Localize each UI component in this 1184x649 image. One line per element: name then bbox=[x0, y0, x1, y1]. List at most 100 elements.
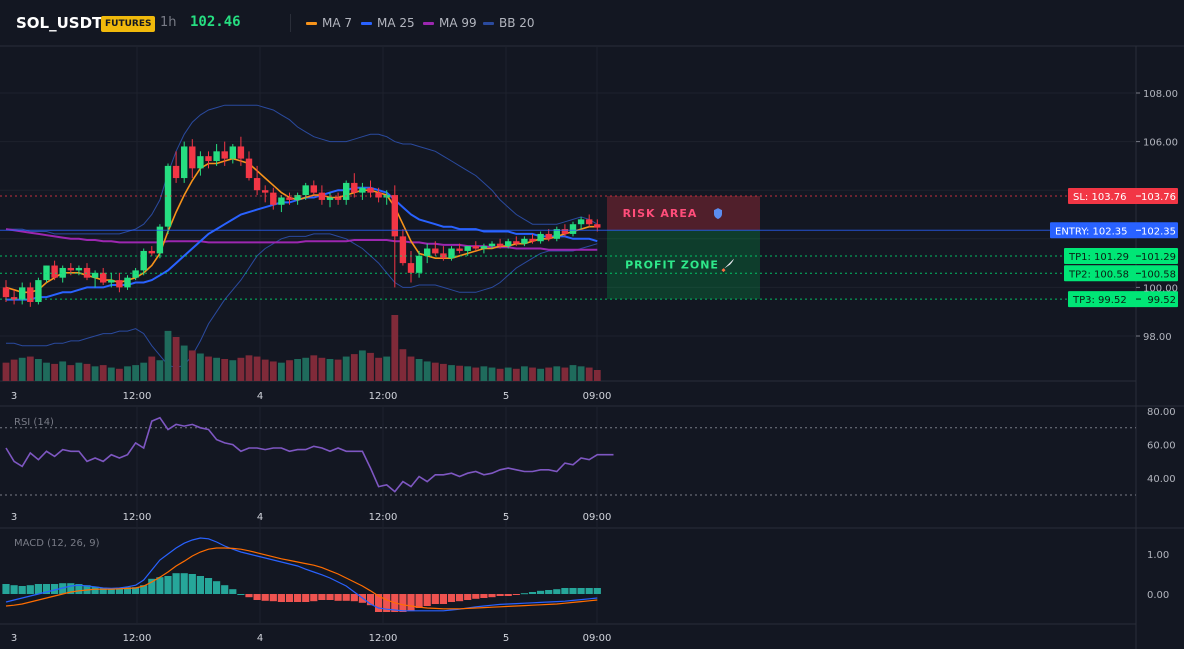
macd-histogram-bar bbox=[229, 589, 237, 594]
candle-body bbox=[253, 178, 261, 191]
volume-bar bbox=[302, 357, 310, 381]
candle-body bbox=[197, 156, 204, 169]
candle-body bbox=[480, 246, 488, 249]
header-divider bbox=[290, 14, 291, 32]
candle-body bbox=[148, 250, 155, 254]
bollinger-bands bbox=[6, 104, 598, 369]
candle-body bbox=[213, 151, 220, 162]
macd-histogram-bar bbox=[342, 594, 350, 601]
volume-bar bbox=[253, 356, 261, 381]
time-axis-label: 5 bbox=[503, 512, 509, 523]
candle-body bbox=[181, 146, 188, 179]
candle-body bbox=[172, 165, 180, 179]
macd-histogram-bar bbox=[156, 577, 164, 594]
candle-body bbox=[35, 280, 42, 302]
macd-histogram-bar bbox=[107, 588, 115, 594]
macd-histogram-bar bbox=[10, 585, 18, 594]
rsi-axis-label: 60.00 bbox=[1147, 441, 1176, 452]
candle-body bbox=[91, 272, 99, 278]
macd-histogram-bar bbox=[537, 590, 545, 594]
volume-bar bbox=[2, 362, 10, 381]
time-axis-label: 12:00 bbox=[369, 391, 398, 402]
macd-histogram-bar bbox=[204, 578, 213, 594]
candle-body bbox=[488, 243, 496, 247]
candle-body bbox=[132, 270, 139, 278]
macd-histogram-bar bbox=[34, 584, 42, 594]
candle-body bbox=[75, 267, 83, 271]
candle-body bbox=[19, 287, 26, 300]
time-axis-label: 4 bbox=[257, 512, 263, 523]
volume-bar bbox=[164, 330, 172, 381]
tp2-tag bbox=[1064, 265, 1178, 282]
candle-body bbox=[124, 277, 131, 288]
macd-histogram-bar bbox=[464, 594, 472, 600]
volume-bar bbox=[245, 355, 253, 381]
volume-bar bbox=[286, 360, 293, 381]
time-axis-label: 3 bbox=[11, 633, 17, 644]
price-axis-label: 108.00 bbox=[1143, 89, 1178, 100]
candle-body bbox=[359, 187, 366, 193]
bb-upper-line bbox=[6, 104, 598, 235]
entry-tag-label: ENTRY: 102.35 bbox=[1055, 226, 1128, 237]
volume-bar bbox=[140, 362, 148, 381]
legend-ma7[interactable]: MA 7 bbox=[306, 16, 352, 30]
candle-body bbox=[10, 297, 18, 300]
volume-bar bbox=[553, 366, 561, 381]
rsi-axis-label: 80.00 bbox=[1147, 407, 1176, 418]
volume-bar bbox=[391, 315, 399, 381]
candle-body bbox=[59, 267, 66, 278]
macd-histogram-bar bbox=[237, 594, 245, 595]
macd-histogram-bar bbox=[577, 588, 585, 594]
legend-ma7-label: MA 7 bbox=[322, 16, 353, 30]
tp1-tag bbox=[1064, 248, 1178, 265]
legend-ma99[interactable]: MA 99 bbox=[423, 16, 477, 30]
symbol-label[interactable]: SOL_USDT bbox=[16, 14, 103, 32]
candle-body bbox=[189, 146, 196, 169]
candle-body bbox=[205, 156, 212, 162]
macd-histogram-bar bbox=[91, 586, 99, 594]
sl-tag-value: 103.76 bbox=[1141, 192, 1176, 203]
candle-body bbox=[545, 233, 552, 239]
time-axis-label: 12:00 bbox=[123, 633, 152, 644]
profit-zone[interactable] bbox=[607, 230, 760, 300]
volume-bar bbox=[334, 359, 342, 381]
price-axis-label: 100.00 bbox=[1143, 283, 1178, 294]
rsi-title: RSI (14) bbox=[14, 417, 54, 428]
volume-bar bbox=[91, 366, 99, 381]
macd-histogram-bar bbox=[375, 594, 383, 612]
chart-header: SOL_USDT FUTURES 1h 102.46 MA 7 MA 25 MA… bbox=[0, 0, 1184, 46]
legend-ma25[interactable]: MA 25 bbox=[361, 16, 415, 30]
time-axis-label: 12:00 bbox=[123, 512, 152, 523]
volume-bar bbox=[35, 359, 42, 381]
timeframe-label[interactable]: 1h bbox=[160, 15, 177, 30]
sl-tag-label: SL: 103.76 bbox=[1073, 192, 1126, 203]
volume-bar bbox=[124, 366, 131, 381]
macd-histogram-bar bbox=[561, 588, 569, 594]
candle-body bbox=[432, 248, 439, 254]
candle-body bbox=[270, 192, 277, 205]
risk-area-zone[interactable] bbox=[607, 196, 760, 231]
time-axis-label: 3 bbox=[11, 512, 17, 523]
volume-bar bbox=[278, 362, 285, 381]
axes: 108.00106.00100.0098.0080.0060.0040.001.… bbox=[11, 89, 1178, 644]
macd-histogram-bar bbox=[383, 594, 391, 612]
candle-body bbox=[27, 287, 34, 302]
volume-bar bbox=[423, 361, 431, 381]
volume-bar bbox=[213, 357, 220, 381]
volume-bar bbox=[593, 370, 601, 381]
macd-histogram-bar bbox=[132, 587, 140, 594]
candle-body bbox=[326, 197, 334, 200]
macd-histogram-bar bbox=[407, 594, 415, 611]
volume-bar bbox=[529, 367, 536, 381]
macd-histogram-bar bbox=[277, 594, 285, 602]
volume-bar bbox=[26, 356, 34, 381]
macd-histogram-bar bbox=[18, 586, 26, 594]
macd-title: MACD (12, 26, 9) bbox=[14, 538, 100, 549]
candle-body bbox=[67, 267, 74, 271]
candle-body bbox=[2, 287, 10, 298]
legend-bb20[interactable]: BB 20 bbox=[483, 16, 535, 30]
volume-bar bbox=[464, 366, 472, 381]
candle-body bbox=[237, 146, 245, 159]
candle-body bbox=[594, 224, 601, 228]
